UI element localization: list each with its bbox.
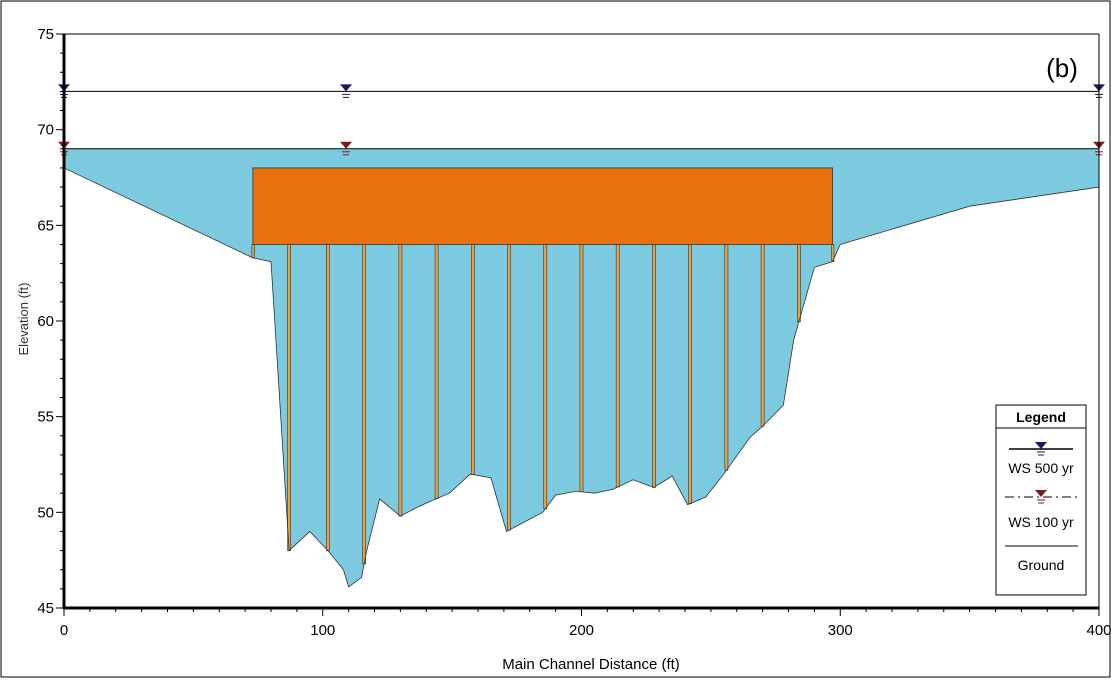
y-tick-label: 60 bbox=[37, 313, 54, 330]
legend: Legend WS 500 yr WS 100 yr Ground bbox=[995, 404, 1087, 596]
legend-ws100-marker-icon bbox=[1035, 490, 1047, 497]
ws500-marker-icon-2 bbox=[340, 84, 353, 92]
pier-1 bbox=[287, 244, 291, 551]
y-tick-label: 70 bbox=[37, 122, 54, 139]
ground-line bbox=[63, 167, 1100, 588]
x-axis-label: Main Channel Distance (ft) bbox=[502, 656, 680, 673]
ws100-marker-icon-2 bbox=[340, 141, 353, 149]
pier-6 bbox=[470, 244, 475, 475]
legend-ws500-label: WS 500 yr bbox=[1008, 460, 1074, 476]
bridge-deck bbox=[252, 167, 833, 245]
pier-12 bbox=[688, 244, 693, 504]
pier-14 bbox=[760, 244, 765, 427]
x-tick-label: 400 bbox=[1086, 622, 1111, 639]
plot-area bbox=[58, 84, 1105, 588]
pier-3 bbox=[362, 244, 367, 565]
pier-13 bbox=[724, 244, 729, 471]
y-tick-label: 45 bbox=[37, 600, 54, 617]
pier-8 bbox=[543, 244, 548, 510]
legend-title: Legend bbox=[1016, 409, 1066, 425]
y-tick-label: 65 bbox=[37, 217, 54, 234]
panel-label: (b) bbox=[1046, 53, 1078, 83]
x-tick-label: 100 bbox=[310, 622, 335, 639]
y-axis-label: Elevation (ft) bbox=[16, 283, 31, 356]
pier-11 bbox=[652, 244, 656, 488]
pier-7 bbox=[507, 244, 511, 531]
axes: 45 50 55 60 65 70 75 0 100 200 300 400 bbox=[37, 26, 1111, 639]
y-tick-label: 55 bbox=[37, 409, 54, 426]
pier-5 bbox=[434, 244, 439, 499]
x-tick-label: 300 bbox=[828, 622, 853, 639]
pier-4 bbox=[398, 244, 403, 517]
y-tick-label: 75 bbox=[37, 26, 54, 43]
legend-ws100-label: WS 100 yr bbox=[1008, 514, 1074, 530]
y-tick-label: 50 bbox=[37, 504, 54, 521]
pier-15 bbox=[796, 244, 801, 323]
legend-ground-label: Ground bbox=[1018, 557, 1065, 573]
legend-ws500-marker-icon bbox=[1035, 442, 1047, 449]
x-tick-label: 0 bbox=[60, 622, 68, 639]
x-tick-label: 200 bbox=[569, 622, 594, 639]
pier-2 bbox=[326, 244, 330, 551]
pier-10 bbox=[615, 244, 620, 488]
pier-9 bbox=[579, 244, 584, 493]
abutment-1 bbox=[251, 244, 255, 259]
